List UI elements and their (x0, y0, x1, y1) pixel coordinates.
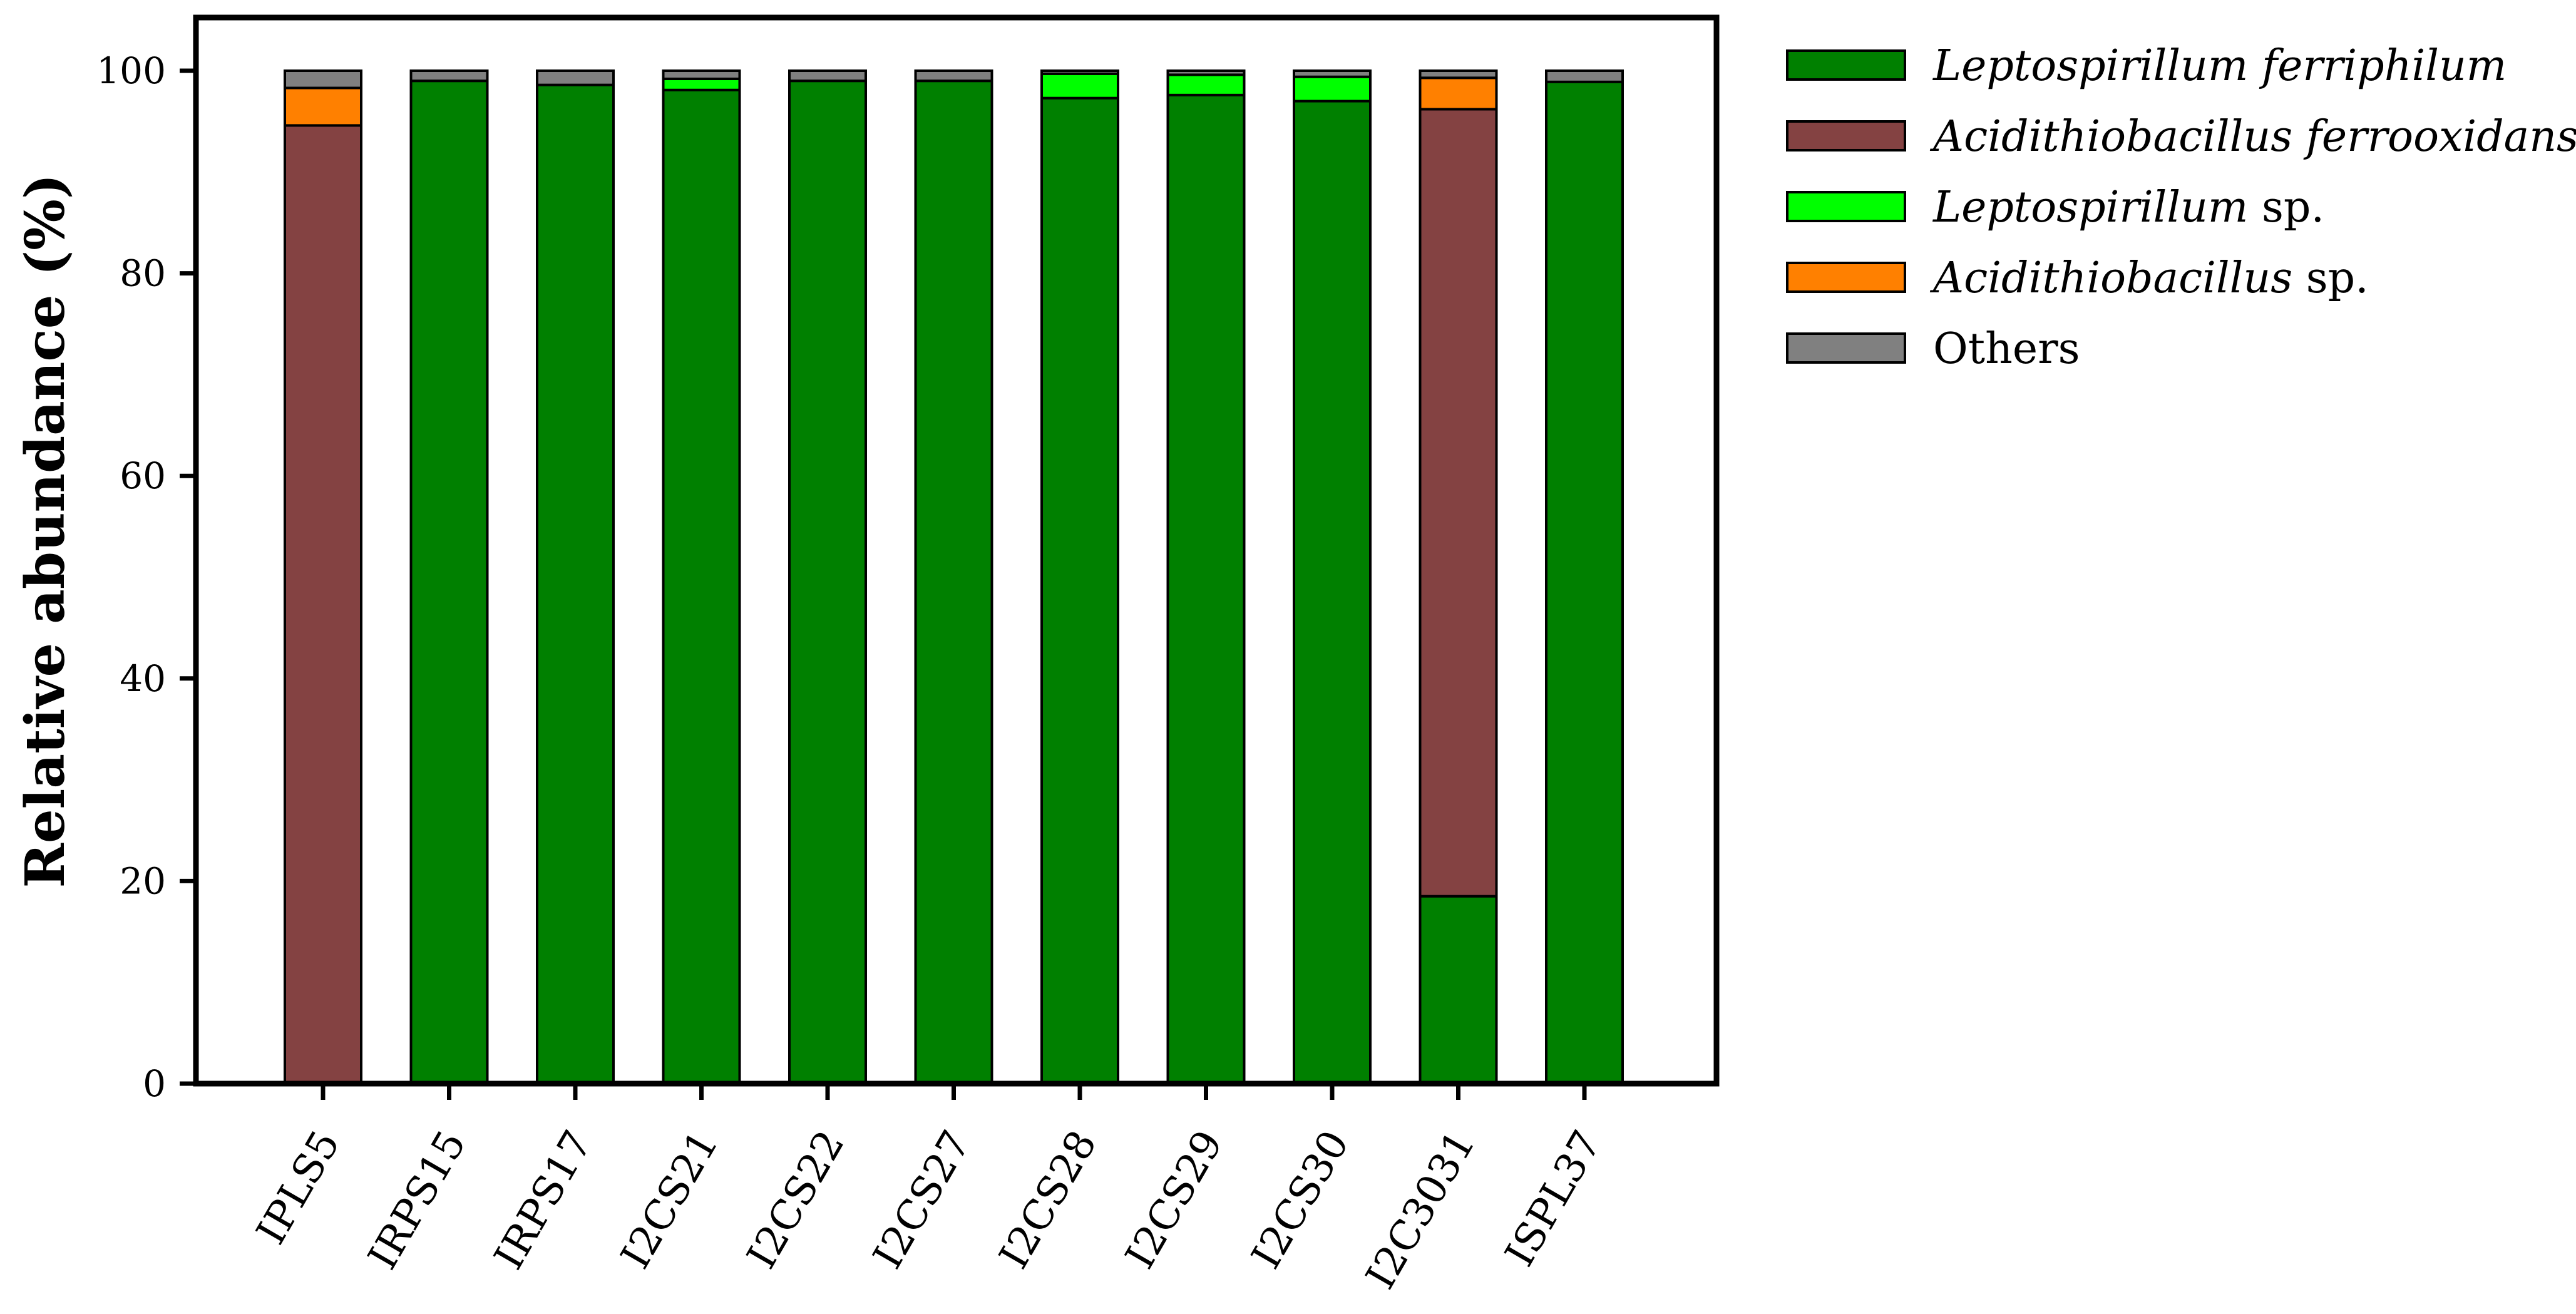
bar-segment-I2CS30-s0 (1293, 100, 1372, 1085)
bar-segment-I2CS30-s4 (1293, 69, 1372, 78)
legend-item: Acidithiobacillus sp. (1786, 254, 2369, 303)
x-category-label: IPLS5 (248, 1123, 349, 1252)
x-category-label: I2CS22 (739, 1123, 854, 1276)
legend-label: Leptospirillum sp. (1932, 183, 2324, 232)
bar-segment-I2CS28-s0 (1040, 96, 1119, 1085)
bar-segment-IRPS17-s4 (536, 69, 615, 86)
legend-item: Others (1786, 324, 2080, 374)
y-tick-label: 80 (120, 252, 166, 295)
bar-segment-I2CS30-s2 (1293, 75, 1372, 103)
bar-segment-I2C3031-s4 (1419, 69, 1498, 80)
bar-segment-I2CS21-s4 (662, 69, 741, 80)
bar-segment-I2CS27-s4 (914, 69, 993, 83)
bar-segment-I2CS22-s4 (788, 69, 867, 83)
legend-swatch (1786, 191, 1906, 222)
legend-item: Leptospirillum sp. (1786, 183, 2324, 232)
bar-segment-I2CS28-s4 (1040, 69, 1119, 75)
bar-stack-IRPS15 (409, 69, 489, 1085)
bar-segment-IPLS5-s1 (284, 124, 362, 1086)
legend-label: Others (1933, 324, 2080, 374)
legend: Leptospirillum ferriphilum Acidithiobacil… (1786, 41, 2576, 374)
bar-segment-I2CS28-s2 (1040, 72, 1119, 100)
legend-swatch (1786, 120, 1906, 151)
axes-layer (180, 14, 1720, 1100)
bar-stack-I2CS27 (914, 69, 993, 1085)
bar-segment-I2C3031-s3 (1419, 76, 1498, 111)
bar-stack-IPLS5 (284, 69, 362, 1086)
y-tick-label: 0 (143, 1062, 166, 1105)
bar-segment-ISPL37-s0 (1545, 80, 1624, 1086)
x-category-label: I2C3031 (1357, 1123, 1484, 1297)
x-category-label: I2CS29 (1117, 1123, 1232, 1276)
legend-label: Acidithiobacillus sp. (1929, 254, 2369, 303)
bar-segment-I2C3031-s0 (1419, 895, 1498, 1086)
plot-frame (193, 14, 1720, 1087)
bar-segment-IRPS15-s4 (409, 69, 489, 83)
y-tick-label: 60 (120, 454, 166, 497)
bar-stack-I2CS21 (662, 69, 741, 1086)
x-category-label: I2CS28 (991, 1123, 1106, 1276)
bar-segment-I2CS29-s2 (1166, 73, 1246, 96)
bar-stack-I2CS29 (1166, 69, 1246, 1085)
legend-item: Leptospirillum ferriphilum (1786, 41, 2507, 91)
legend-swatch (1786, 262, 1906, 293)
bar-segment-IRPS15-s0 (409, 80, 489, 1085)
y-tick-label: 20 (120, 860, 166, 902)
legend-swatch (1786, 49, 1906, 81)
bar-segment-I2CS22-s0 (788, 80, 867, 1085)
bar-segment-IPLS5-s3 (284, 86, 362, 127)
y-tick-label: 100 (96, 49, 166, 92)
bar-stack-I2CS28 (1040, 69, 1119, 1085)
x-category-label: ISPL37 (1497, 1123, 1611, 1274)
x-category-label: IRPS17 (486, 1123, 602, 1277)
bar-stack-I2C3031 (1419, 69, 1498, 1086)
bar-segment-I2CS29-s4 (1166, 69, 1246, 76)
legend-label: Acidithiobacillus ferrooxidans (1929, 112, 2576, 162)
bar-segment-I2CS29-s0 (1166, 93, 1246, 1085)
bar-stack-IRPS17 (536, 69, 615, 1086)
bar-stack-I2CS30 (1293, 69, 1372, 1085)
bar-segment-I2CS21-s2 (662, 77, 741, 91)
legend-swatch (1786, 332, 1906, 364)
bar-segment-ISPL37-s4 (1545, 69, 1624, 83)
bar-stack-ISPL37 (1545, 69, 1624, 1086)
bar-segment-IRPS17-s0 (536, 83, 615, 1086)
x-category-label: IRPS15 (359, 1123, 475, 1277)
bar-segment-IPLS5-s4 (284, 69, 362, 90)
x-category-label: I2CS30 (1243, 1123, 1358, 1276)
legend-item: Acidithiobacillus ferrooxidans (1786, 112, 2576, 162)
bar-stack-I2CS22 (788, 69, 867, 1085)
legend-label: Leptospirillum ferriphilum (1932, 41, 2507, 91)
x-category-label: I2CS21 (612, 1123, 727, 1276)
y-axis-label: Relative abundance (%) (14, 173, 77, 888)
y-tick-label: 40 (120, 657, 166, 700)
bar-segment-I2CS21-s0 (662, 88, 741, 1086)
bar-segment-I2CS27-s0 (914, 80, 993, 1085)
x-category-label: I2CS27 (865, 1123, 980, 1276)
bar-segment-I2C3031-s1 (1419, 108, 1498, 898)
bars-layer (284, 69, 1624, 1086)
